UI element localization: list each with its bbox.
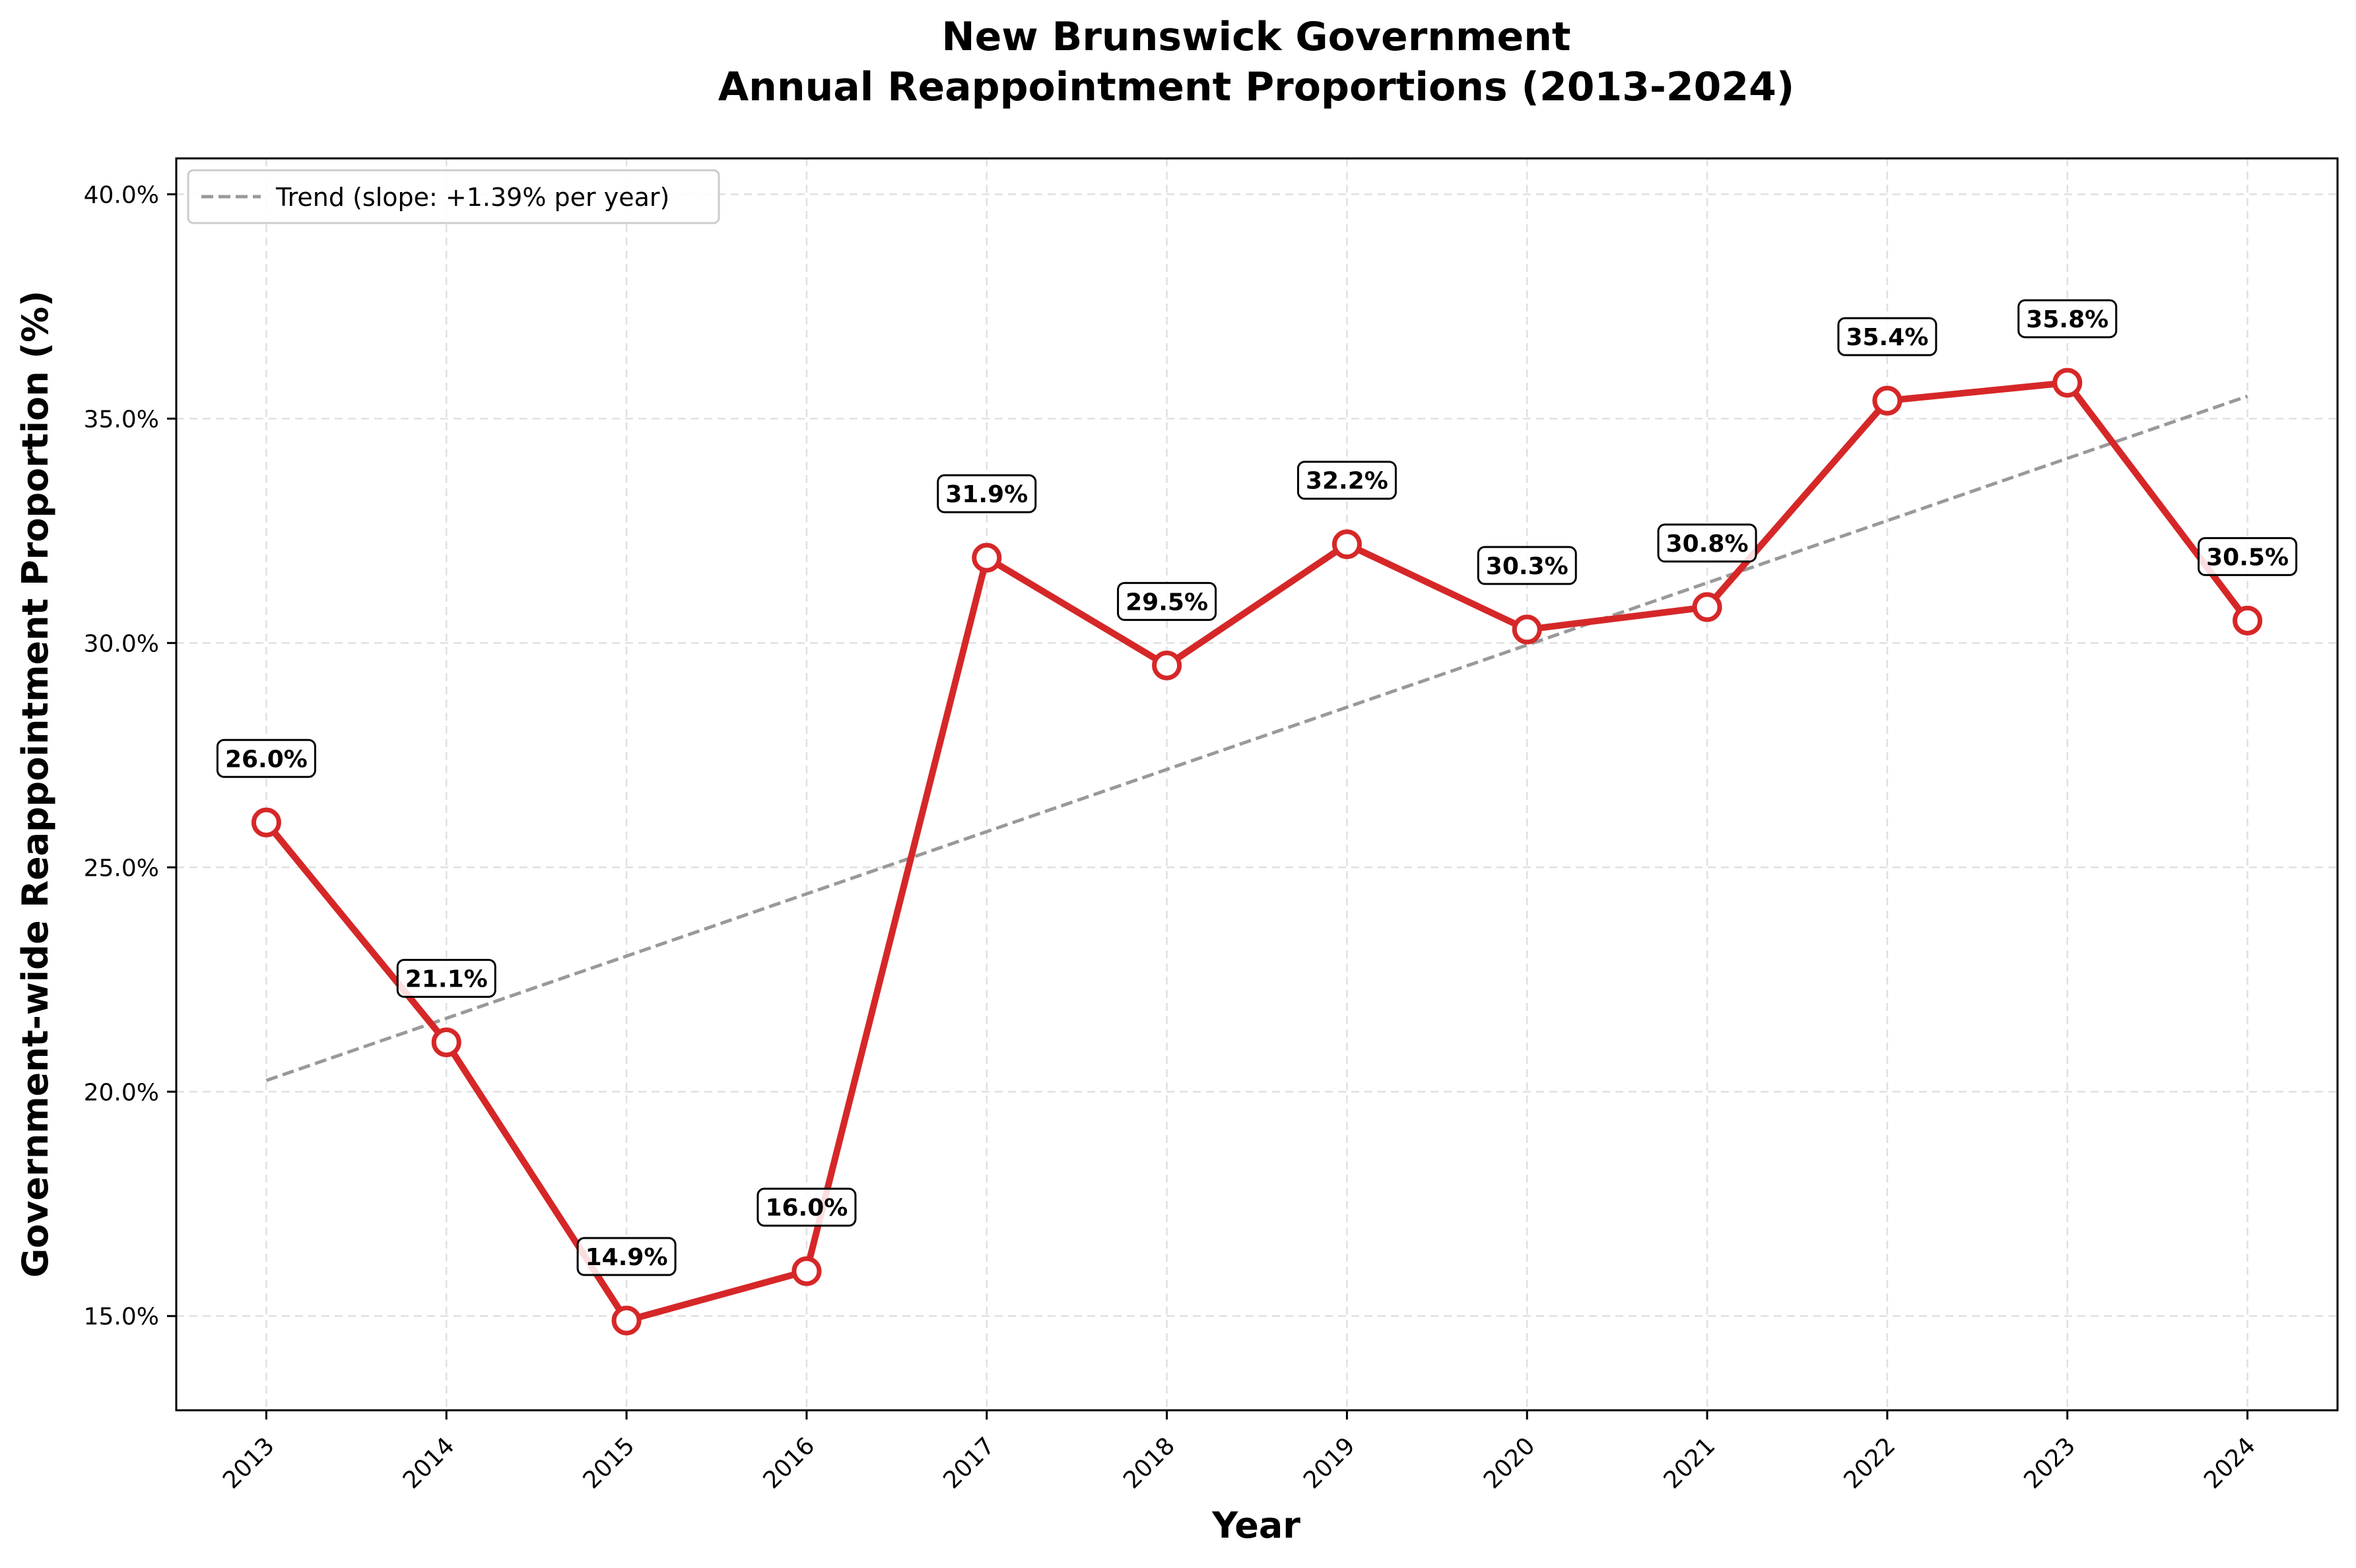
data-label-box <box>2198 537 2298 576</box>
data-label: 35.4% <box>1846 324 1928 351</box>
data-point-marker <box>1872 385 1902 416</box>
x-axis-ticks: 2013 2014 2015 2016 2017 2018 2019 2020 2021 2022… <box>218 1410 2261 1494</box>
x-tick-label: 2021 <box>1659 1432 1721 1494</box>
data-point-marker <box>2233 605 2263 636</box>
data-point-marker <box>972 542 1002 573</box>
data-label-box <box>937 474 1037 513</box>
y-tick-label: 25.0% <box>84 855 159 882</box>
series-line <box>263 379 2251 1324</box>
x-tick-label: 2016 <box>758 1432 821 1494</box>
y-tick-label: 35.0% <box>84 406 159 433</box>
data-point-marker <box>1152 650 1182 680</box>
data-label: 26.0% <box>225 746 308 773</box>
chart-title-line-2: Annual Reappointment Proportions (2013-2… <box>718 64 1795 110</box>
data-point-marker <box>1692 592 1722 622</box>
y-tick-label: 20.0% <box>84 1079 159 1106</box>
data-label: 30.3% <box>1486 553 1568 580</box>
data-point-marker <box>2052 368 2083 398</box>
x-tick-label: 2019 <box>1298 1432 1361 1494</box>
data-point-marker <box>251 807 281 837</box>
grid-lines <box>176 158 2338 1410</box>
data-labels: 26.0% 21.1% 14.9% 16.0% 31.9% 29.5% 32.2% 30.3%… <box>216 299 2298 1276</box>
data-label: 16.0% <box>765 1194 848 1222</box>
y-axis-ticks: 15.0% 20.0% 25.0% 30.0% 35.0% 40.0% <box>84 181 176 1330</box>
data-point-marker <box>1512 614 1542 645</box>
data-label: 29.5% <box>1126 589 1208 616</box>
data-label: 30.8% <box>1666 531 1749 558</box>
data-label-box <box>216 738 316 778</box>
x-tick-label: 2022 <box>1839 1432 1901 1494</box>
series-layer <box>251 368 2263 1336</box>
data-label: 21.1% <box>405 965 488 993</box>
x-tick-label: 2018 <box>1118 1432 1180 1494</box>
data-label-box <box>2017 299 2118 339</box>
x-tick-label: 2014 <box>398 1432 460 1494</box>
data-label-box <box>757 1187 857 1227</box>
plot-area-frame <box>175 157 2339 1412</box>
data-point-marker <box>611 1305 642 1336</box>
x-tick-label: 2013 <box>218 1432 280 1494</box>
trend-layer <box>265 394 2248 1082</box>
x-tick-label: 2020 <box>1479 1432 1541 1494</box>
chart-title-line-1: New Brunswick Government <box>941 14 1570 60</box>
data-label: 14.9% <box>586 1244 668 1271</box>
x-tick-label: 2017 <box>938 1432 1000 1494</box>
data-label: 32.2% <box>1306 468 1388 495</box>
y-tick-label: 15.0% <box>84 1303 159 1330</box>
data-label-box <box>1477 546 1577 585</box>
y-tick-label: 40.0% <box>84 181 159 209</box>
data-point-marker <box>431 1027 461 1057</box>
x-axis-label: Year <box>1211 1505 1300 1546</box>
legend-label: Trend (slope: +1.39% per year) <box>275 183 669 212</box>
x-tick-label: 2015 <box>578 1432 640 1494</box>
data-point-marker <box>791 1256 822 1286</box>
data-label-box <box>396 958 496 998</box>
y-tick-label: 30.0% <box>84 630 159 657</box>
legend: Trend (slope: +1.39% per year) <box>187 169 720 224</box>
data-label: 30.5% <box>2206 544 2289 571</box>
legend-box <box>187 169 720 224</box>
data-label: 35.8% <box>2026 306 2108 333</box>
data-label-box <box>1837 317 1937 356</box>
data-label-box <box>1657 523 1757 563</box>
data-label-box <box>1296 461 1397 500</box>
x-tick-label: 2024 <box>2199 1432 2261 1494</box>
data-point-marker <box>1331 529 1362 560</box>
y-axis-label: Government-wide Reappointment Proportion… <box>15 290 56 1278</box>
trend-line <box>265 394 2248 1082</box>
data-label: 31.9% <box>945 481 1028 508</box>
x-tick-label: 2023 <box>2019 1432 2081 1494</box>
data-label-box <box>1117 581 1217 621</box>
data-label-box <box>576 1237 677 1276</box>
